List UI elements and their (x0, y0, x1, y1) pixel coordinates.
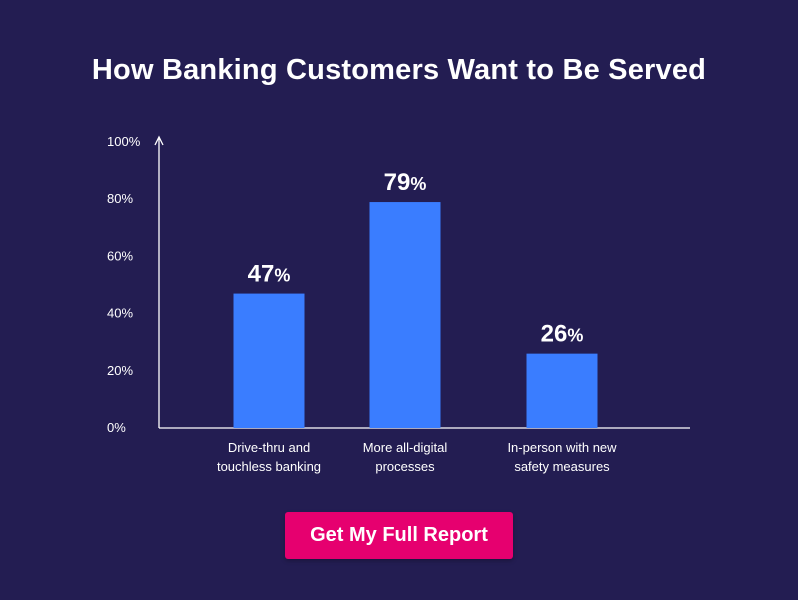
value-label: 26% (541, 321, 584, 348)
y-axis-ticks: 0% 20% 40% 60% 80% 100% (107, 134, 141, 435)
x-category-label: More all-digital processes (363, 440, 448, 474)
y-tick-label: 100% (107, 134, 141, 149)
bar (233, 293, 305, 428)
y-tick-label: 0% (107, 420, 126, 435)
x-category-label: Drive-thru and touchless banking (217, 440, 321, 474)
chart-title: How Banking Customers Want to Be Served (91, 54, 707, 86)
value-labels-group: 47% 79% 26% (248, 169, 584, 348)
y-tick-label: 20% (107, 363, 133, 378)
y-axis-arrow-icon (154, 135, 164, 146)
value-label: 47% (248, 261, 291, 288)
bar (526, 353, 598, 428)
x-axis-categories: Drive-thru and touchless banking More all-… (217, 440, 617, 474)
value-label: 79% (384, 169, 427, 196)
x-category-label: In-person with new safety measures (507, 440, 617, 474)
y-tick-label: 40% (107, 306, 133, 321)
y-tick-label: 60% (107, 248, 133, 263)
y-tick-label: 80% (107, 191, 133, 206)
get-full-report-button[interactable]: Get My Full Report (285, 512, 513, 559)
bars-group (233, 202, 598, 428)
bar (369, 202, 441, 428)
